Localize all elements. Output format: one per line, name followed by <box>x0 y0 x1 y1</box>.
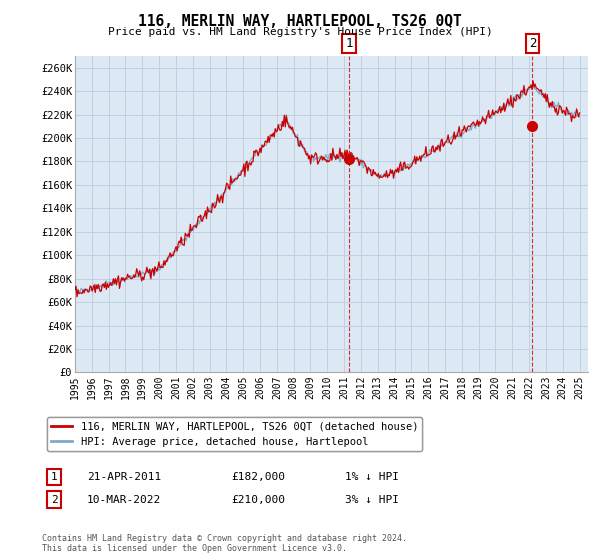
Text: 1: 1 <box>50 472 58 482</box>
Text: 116, MERLIN WAY, HARTLEPOOL, TS26 0QT: 116, MERLIN WAY, HARTLEPOOL, TS26 0QT <box>138 14 462 29</box>
Text: Price paid vs. HM Land Registry's House Price Index (HPI): Price paid vs. HM Land Registry's House … <box>107 27 493 38</box>
Text: 1: 1 <box>346 36 353 50</box>
Text: 2: 2 <box>529 36 536 50</box>
Text: 3% ↓ HPI: 3% ↓ HPI <box>345 494 399 505</box>
Text: £210,000: £210,000 <box>231 494 285 505</box>
Text: 2: 2 <box>50 494 58 505</box>
Text: 1% ↓ HPI: 1% ↓ HPI <box>345 472 399 482</box>
Text: Contains HM Land Registry data © Crown copyright and database right 2024.
This d: Contains HM Land Registry data © Crown c… <box>42 534 407 553</box>
Text: 21-APR-2011: 21-APR-2011 <box>87 472 161 482</box>
Text: £182,000: £182,000 <box>231 472 285 482</box>
Text: 10-MAR-2022: 10-MAR-2022 <box>87 494 161 505</box>
Legend: 116, MERLIN WAY, HARTLEPOOL, TS26 0QT (detached house), HPI: Average price, deta: 116, MERLIN WAY, HARTLEPOOL, TS26 0QT (d… <box>47 417 422 451</box>
